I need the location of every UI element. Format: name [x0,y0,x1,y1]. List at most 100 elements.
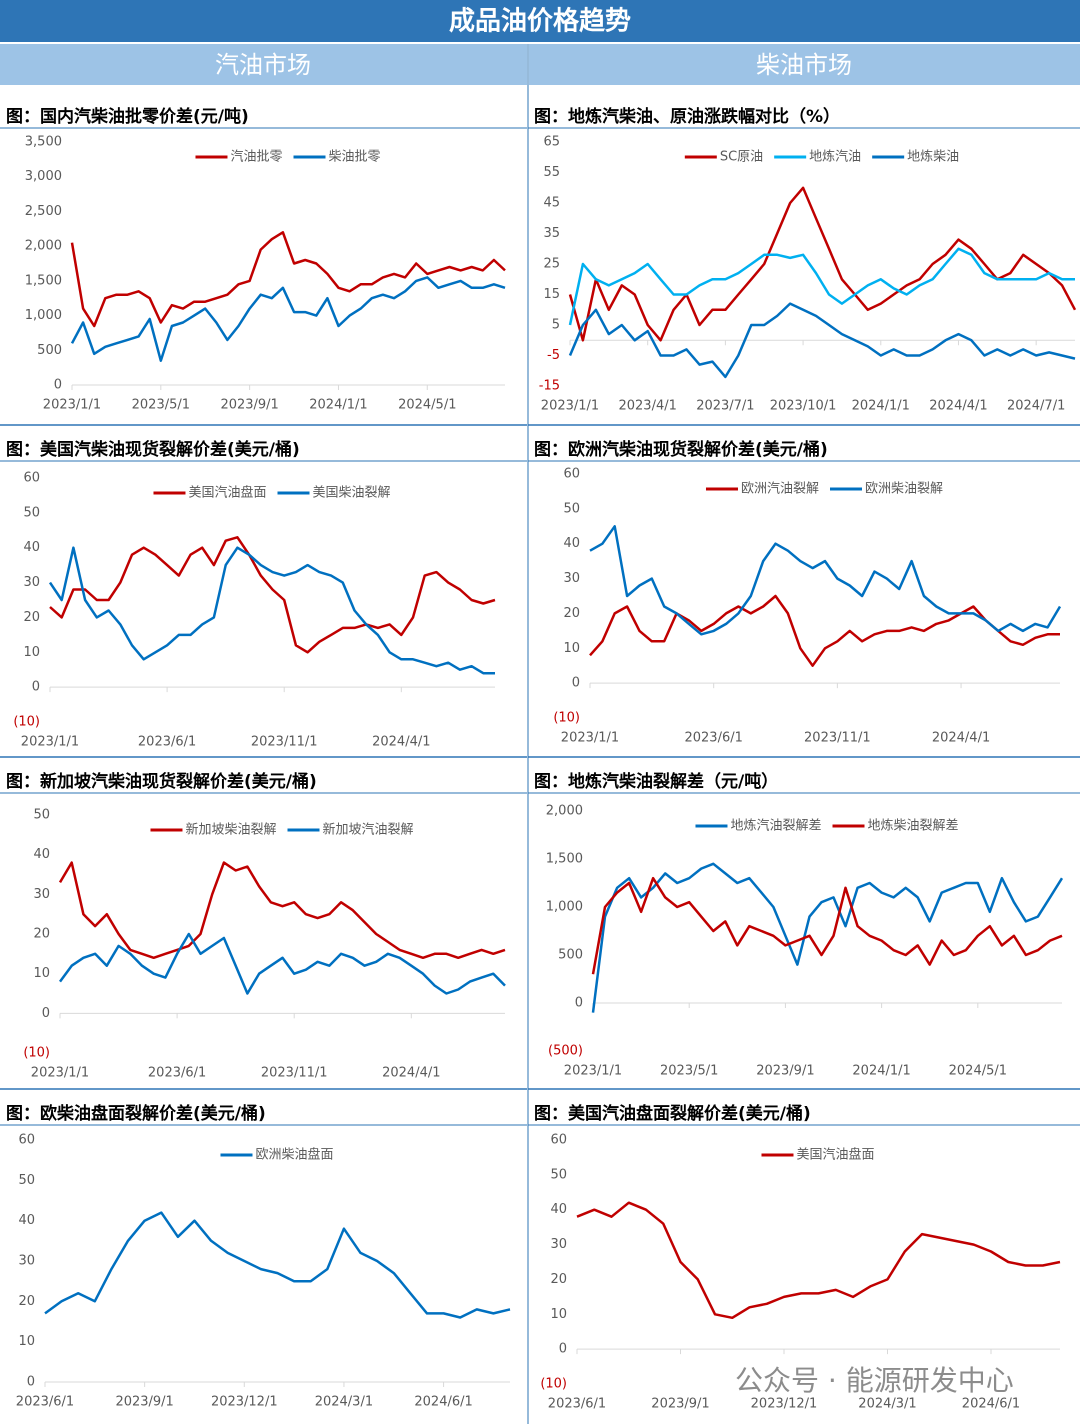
y-tick-label: 60 [18,1133,35,1148]
legend-label: 地炼汽油 [809,150,861,165]
series-line [589,525,1062,636]
series-line [591,876,1063,975]
x-tick-label: 2024/5/1 [398,398,456,413]
x-tick-label: 2023/11/1 [261,1066,328,1081]
y-tick-label: 3,000 [25,169,62,184]
series-line [70,231,506,328]
y-tick-label: -5 [547,348,560,363]
y-tick-label: 2,000 [25,239,62,254]
x-tick-label: 2024/1/1 [852,1064,910,1079]
x-tick-label: 2023/5/1 [132,398,190,413]
x-tick-label: 2024/1/1 [852,399,910,414]
legend-label: 欧洲柴油裂解 [865,482,943,497]
x-tick-label: 2023/7/1 [696,399,754,414]
y-tick-label: 10 [18,1334,35,1349]
x-tick-label: 2023/6/1 [548,1397,606,1412]
series-line [48,546,495,675]
y-tick-label: 10 [550,1307,567,1322]
x-tick-label: 2024/4/1 [929,399,987,414]
x-tick-label: 2024/1/1 [309,398,367,413]
y-tick-label: 40 [33,847,50,862]
x-tick-label: 2023/10/1 [770,399,837,414]
y-tick-label: 1,000 [25,308,62,323]
series-line [58,861,506,960]
series-line [589,594,1060,667]
y-tick-label: 65 [543,135,560,150]
x-tick-label: 2023/6/1 [148,1066,206,1081]
legend-label: 欧洲柴油盘面 [255,1147,333,1163]
y-tick-label: 30 [550,1237,567,1252]
y-tick-label: 0 [559,1342,567,1357]
y-tick-label: (10) [553,711,580,726]
column-header: 汽油市场 [215,51,311,79]
y-tick-label: 20 [563,606,580,621]
chart-title: 图：美国汽油盘面裂解价差(美元/桶) [534,1103,811,1124]
y-tick-label: (10) [23,1046,50,1061]
chart-title: 图：美国汽柴油现货裂解价差(美元/桶) [6,439,300,460]
y-tick-label: 10 [563,641,580,656]
chart-title: 图：地炼汽柴油、原油涨跌幅对比（%） [534,106,840,127]
legend-label: SC原油 [720,150,763,165]
x-tick-label: 2024/3/1 [858,1397,916,1412]
y-tick-label: 40 [550,1202,567,1217]
x-tick-label: 2023/6/1 [16,1395,74,1410]
x-tick-label: 2024/5/1 [949,1064,1007,1079]
chart-title: 图：欧洲汽柴油现货裂解价差(美元/桶) [534,439,828,460]
y-tick-label: -15 [539,379,560,394]
y-tick-label: 60 [563,467,580,482]
x-tick-label: 2024/4/1 [372,735,430,750]
y-tick-label: 40 [23,540,40,555]
x-tick-label: 2023/1/1 [21,735,79,750]
legend-label: 地炼柴油 [907,150,959,165]
y-tick-label: 20 [550,1272,567,1287]
y-tick-label: 50 [550,1167,567,1182]
series-line [568,302,1076,379]
x-tick-label: 2023/12/1 [211,1395,278,1410]
legend-label: 美国柴油裂解 [313,486,391,501]
series-line [591,862,1064,1013]
y-tick-label: (10) [13,715,40,730]
y-tick-label: 0 [54,378,62,393]
x-tick-label: 2023/1/1 [564,1064,622,1079]
x-tick-label: 2023/4/1 [618,399,676,414]
y-tick-label: 45 [543,196,560,211]
y-tick-label: 20 [33,927,50,942]
x-tick-label: 2023/11/1 [804,731,871,746]
series-line [70,276,506,362]
y-tick-label: (10) [540,1377,567,1392]
watermark: 公众号 · 能源研发中心 [735,1364,1014,1397]
y-tick-label: 50 [33,808,50,823]
x-tick-label: 2023/1/1 [561,731,619,746]
y-tick-label: 0 [575,996,583,1011]
legend-label: 美国汽油盘面 [796,1147,874,1163]
y-tick-label: 50 [23,505,40,520]
page-title: 成品油价格趋势 [449,6,631,37]
x-tick-label: 2023/11/1 [251,735,318,750]
y-tick-label: 55 [543,165,560,180]
x-tick-label: 2024/6/1 [962,1397,1020,1412]
y-tick-label: 2,000 [546,804,583,819]
legend-label: 新加坡汽油裂解 [323,822,414,838]
y-tick-label: 30 [33,887,50,902]
legend-label: 美国汽油盘面 [188,485,266,501]
column-header: 柴油市场 [756,51,852,79]
chart-title: 图：新加坡汽柴油现货裂解价差(美元/桶) [6,771,317,792]
legend-label: 汽油批零 [230,150,282,165]
x-tick-label: 2024/4/1 [932,731,990,746]
legend-label: 地炼汽油裂解差 [730,819,821,834]
y-tick-label: 1,500 [25,273,62,288]
x-tick-label: 2024/6/1 [414,1395,472,1410]
y-tick-label: 10 [33,966,50,981]
series-line [58,932,506,995]
x-tick-label: 2023/5/1 [660,1064,718,1079]
y-tick-label: 10 [23,645,40,660]
chart-title: 图：欧柴油盘面裂解价差(美元/桶) [6,1103,266,1124]
x-tick-label: 2023/12/1 [751,1397,818,1412]
y-tick-label: 0 [27,1375,35,1390]
x-tick-label: 2023/9/1 [220,398,278,413]
x-tick-label: 2023/1/1 [541,399,599,414]
y-tick-label: 3,500 [25,135,62,150]
x-tick-label: 2024/7/1 [1007,399,1065,414]
y-tick-label: 35 [543,226,560,241]
